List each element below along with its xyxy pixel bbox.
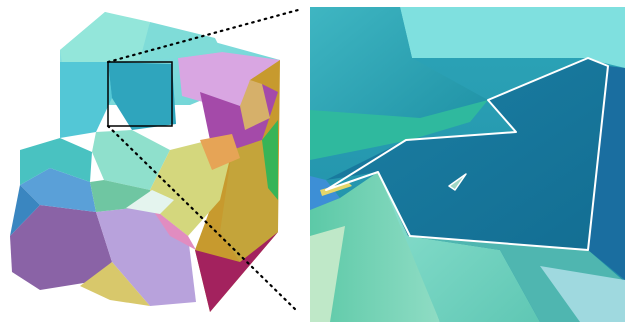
grain-left-edge [10,185,40,236]
grain-inner-white [126,190,174,214]
zoom-grain-bottom-sliver [310,226,345,322]
inner-inclusion [448,173,467,191]
grain-front-yellow [80,262,150,306]
connector-line-bottom [106,124,300,314]
grain-top-aqua [140,22,222,60]
grain-front-blue [20,168,96,212]
zoom-grain-bottom-green [310,172,440,322]
grain-front-purple [10,205,112,290]
highlighted-grain-outline [325,57,609,251]
magnified-region [310,7,625,322]
grain-right-green [262,120,278,200]
zoom-grain-upper-green [310,100,488,160]
grain-front-teal [20,138,92,185]
grain-inner-orange [200,134,240,170]
zoom-grain-top-mint [400,7,625,68]
connector-line-top [106,8,300,64]
grain-right-crimson [195,232,278,312]
grain-right-olive [220,140,278,262]
zoom-grain-bottom-mint [378,172,540,322]
zoom-grain-right [588,66,625,280]
zoom-grain-yellow-streak [320,182,352,196]
grain-top-mint [60,12,150,62]
grain-inner-aqua [108,62,176,130]
grain-front-cyan [60,62,112,138]
grain-inner-pink [150,206,196,250]
voronoi-grain-cube [10,12,280,312]
grain-inner-mint [92,130,170,190]
grain-right-tan [240,80,270,130]
zoom-box [107,61,173,127]
zoom-grain-bottom-light [540,266,625,322]
zoom-grain-center [326,58,608,250]
